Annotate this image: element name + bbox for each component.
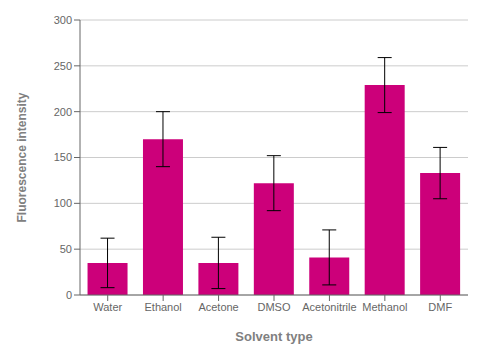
svg-text:Solvent type: Solvent type xyxy=(235,329,312,344)
svg-text:50: 50 xyxy=(60,243,72,255)
svg-text:Acetone: Acetone xyxy=(198,301,238,313)
svg-text:300: 300 xyxy=(54,14,72,26)
svg-text:Fluorescence intensity: Fluorescence intensity xyxy=(15,92,29,222)
svg-text:200: 200 xyxy=(54,106,72,118)
svg-text:DMSO: DMSO xyxy=(258,301,291,313)
svg-text:Acetonitrile: Acetonitrile xyxy=(302,301,356,313)
svg-text:Methanol: Methanol xyxy=(362,301,407,313)
svg-text:100: 100 xyxy=(54,197,72,209)
svg-text:150: 150 xyxy=(54,151,72,163)
svg-text:0: 0 xyxy=(66,289,72,301)
svg-text:DMF: DMF xyxy=(428,301,452,313)
svg-text:Water: Water xyxy=(93,301,122,313)
svg-text:250: 250 xyxy=(54,60,72,72)
svg-text:Ethanol: Ethanol xyxy=(144,301,181,313)
